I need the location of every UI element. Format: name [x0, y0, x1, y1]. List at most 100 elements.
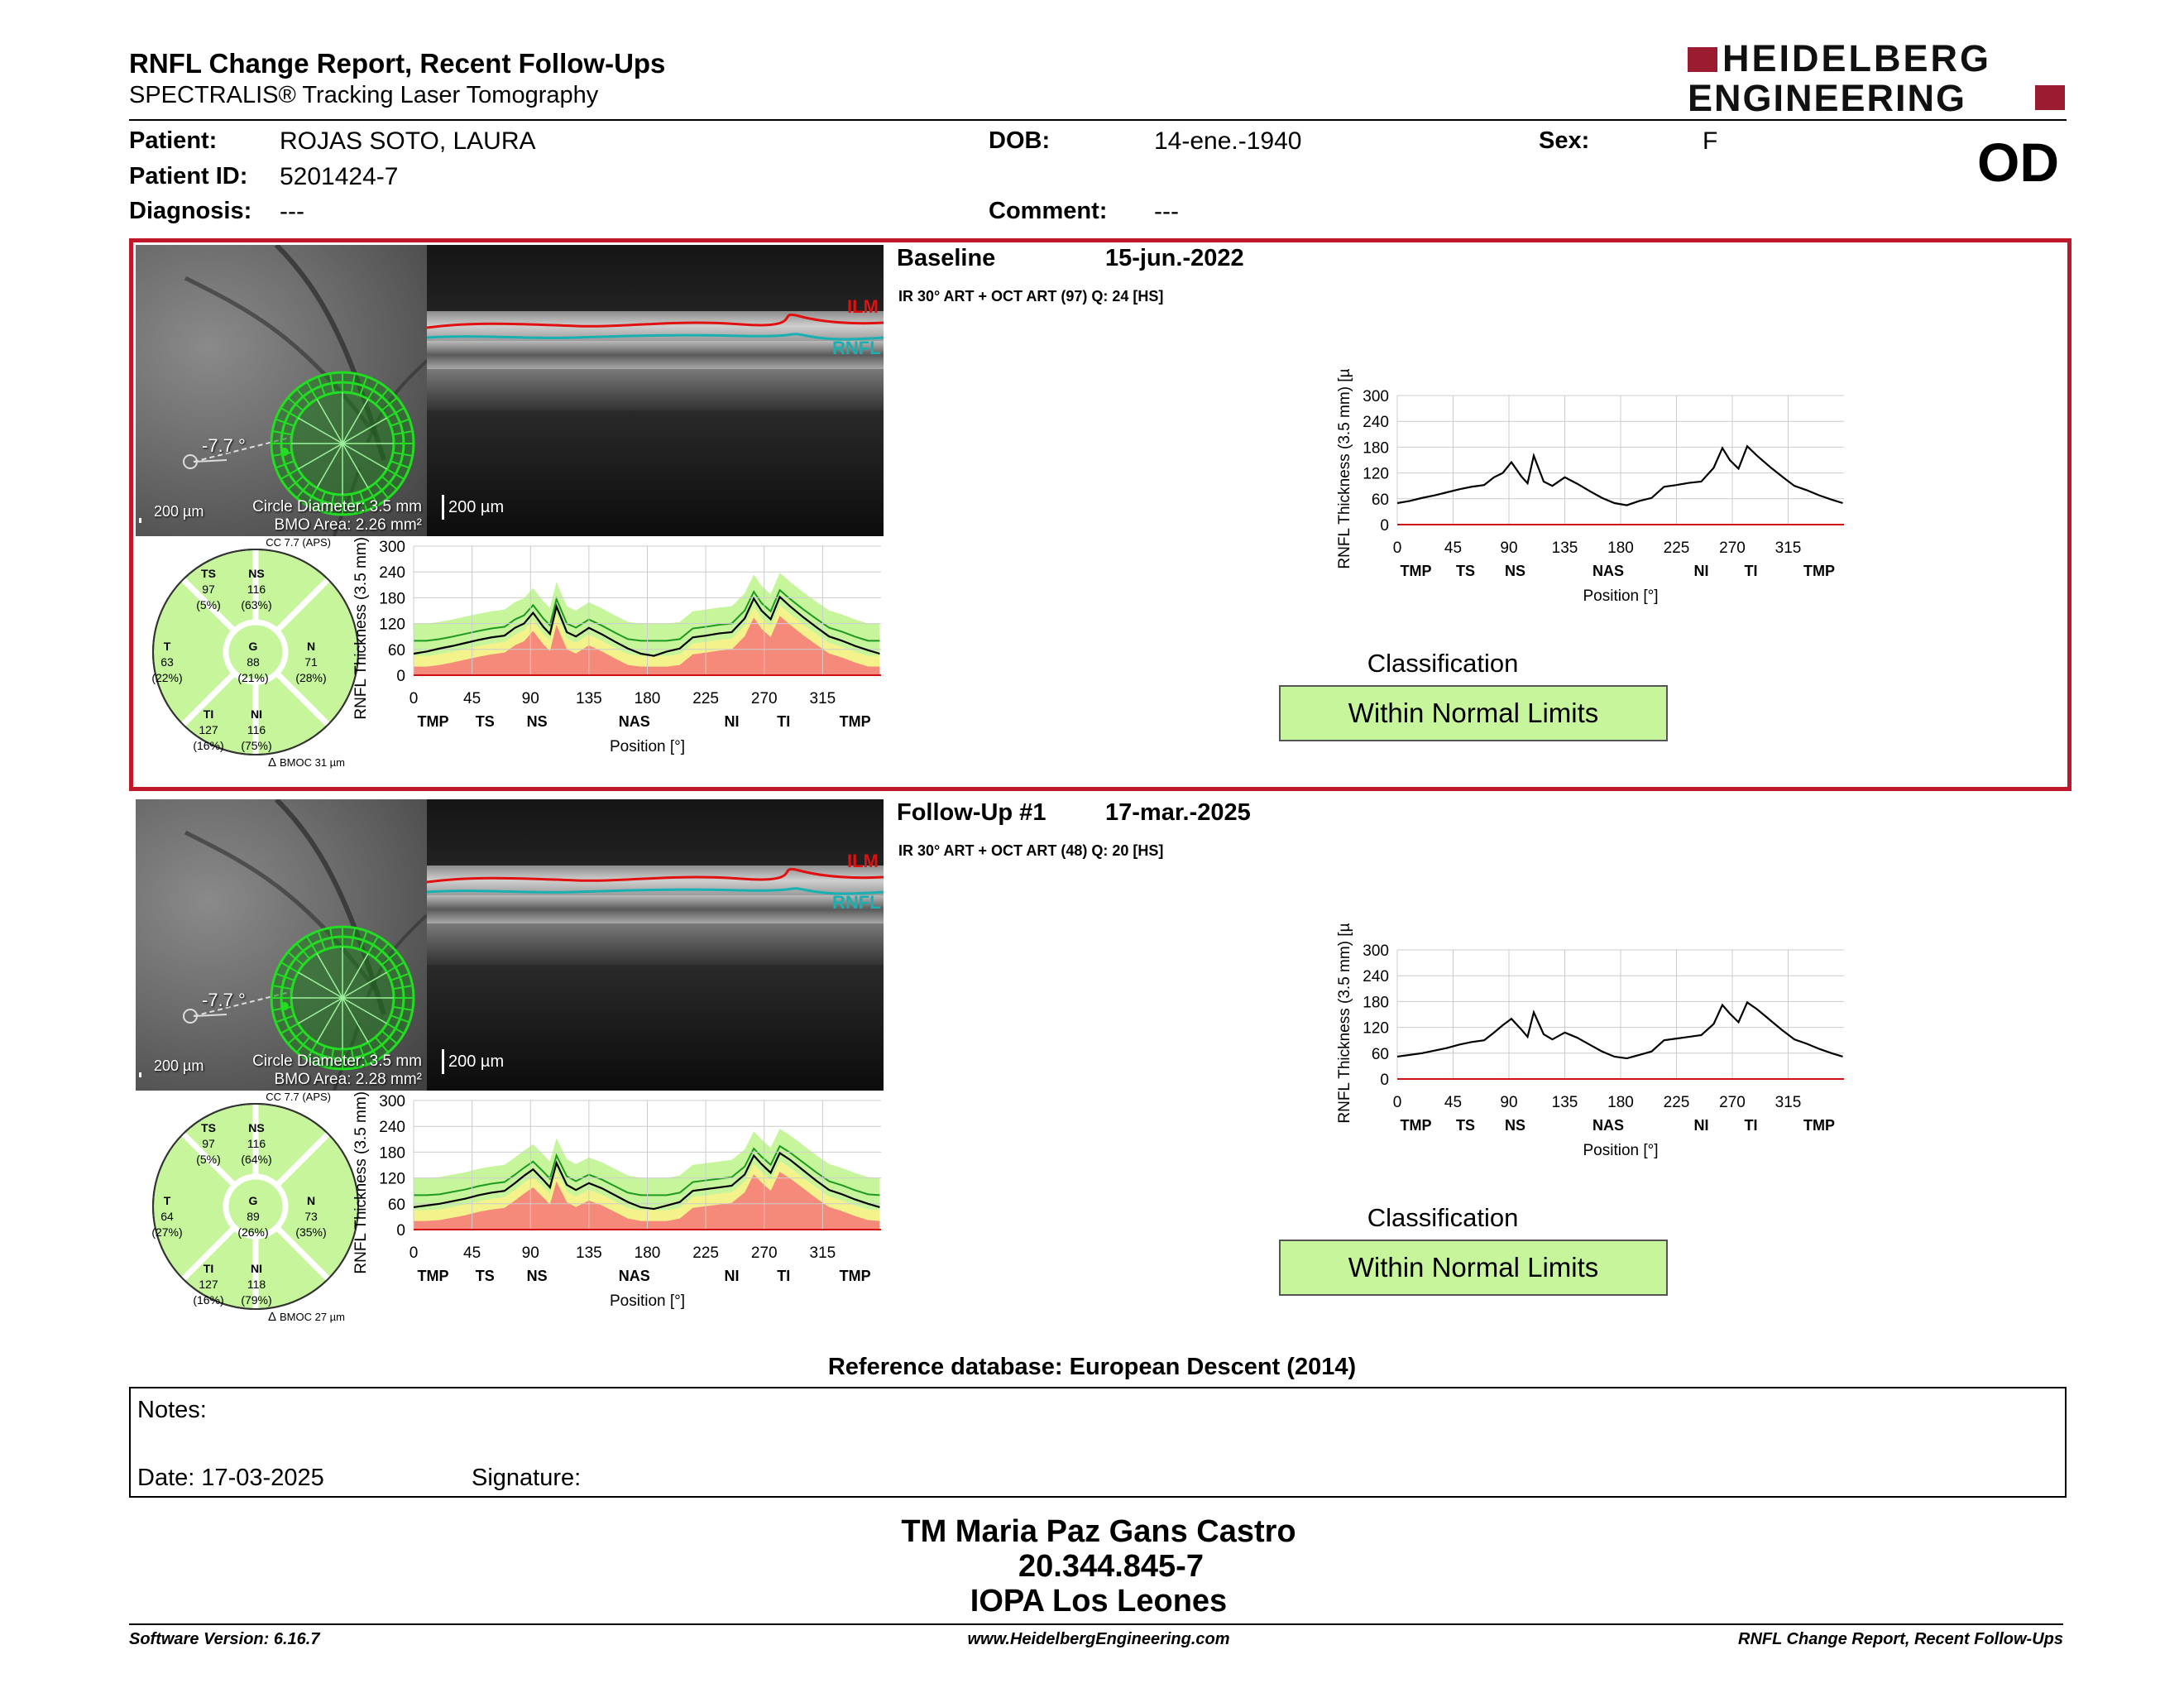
x-tick-label: 180 — [1607, 539, 1634, 557]
sector-divider — [274, 577, 331, 634]
region-label: TS — [1456, 563, 1475, 579]
sector-g-text: G — [249, 640, 258, 653]
sector-divider — [274, 670, 331, 727]
diagnosis-label: Diagnosis: — [129, 198, 252, 224]
fundus-scale: 200 µm — [154, 1057, 204, 1074]
region-label: NI — [1694, 1117, 1709, 1134]
scan-tick — [329, 1048, 335, 1068]
fundus-scale-bar — [139, 518, 141, 523]
scan-tick — [272, 430, 293, 436]
scan-tick — [306, 1042, 318, 1060]
region-label: TI — [1745, 563, 1758, 579]
sector-chart: TS 97 (5%) NS 116 (63%) T 63 (22%) G 88 (21%) N 71 (28… — [151, 536, 359, 770]
region-label: TI — [777, 1268, 790, 1284]
website-link[interactable]: www.HeidelbergEngineering.com — [967, 1630, 1230, 1648]
y-tick-label: 240 — [1363, 414, 1389, 431]
sector-n-text: N — [307, 640, 315, 653]
normative-mean-line — [414, 588, 880, 642]
scan-tick — [375, 942, 390, 960]
sector-divider — [274, 1131, 331, 1188]
region-label: TMP — [418, 713, 449, 730]
scan-tick — [390, 460, 410, 469]
scan-tick — [386, 468, 405, 480]
oct-segmentation — [427, 313, 884, 341]
y-tick-label: 0 — [396, 1222, 405, 1240]
fundus-image: -7.7 ° 200 µm Circle Diameter: 3.5 mm BM… — [136, 799, 427, 1091]
oct-scale: 200 µm — [448, 1053, 505, 1071]
ilm-label: ILM — [847, 851, 879, 871]
sector-n-text: (28%) — [295, 671, 326, 684]
y-tick-label: 120 — [379, 1171, 405, 1188]
x-tick-label: 45 — [1444, 539, 1462, 557]
dob-value: 14-ene.-1940 — [1154, 127, 1302, 155]
sector-center — [223, 1173, 289, 1240]
scan-radial — [316, 443, 343, 489]
x-tick-label: 0 — [410, 1244, 419, 1262]
notes-label: Notes: — [137, 1397, 207, 1423]
patient-id-value: 5201424-7 — [280, 163, 399, 190]
sector-t-text: (22%) — [151, 671, 182, 684]
x-axis-title: Position [°] — [1583, 1142, 1658, 1159]
scan-radial — [342, 398, 369, 444]
x-tick-label: 225 — [1664, 539, 1690, 557]
scan-tick — [381, 396, 398, 411]
y-tick-label: 180 — [379, 1144, 405, 1162]
sex-label: Sex: — [1539, 127, 1590, 154]
fundus-angle: -7.7 ° — [202, 435, 246, 456]
x-axis-title: Position [°] — [610, 738, 685, 755]
sector-ti-text: (16%) — [193, 739, 223, 752]
sector-ns-text: (64%) — [241, 1153, 271, 1166]
scan-tick — [295, 1036, 310, 1053]
ilm-label: ILM — [847, 296, 879, 317]
y-tick-label: 240 — [379, 1119, 405, 1136]
y-tick-label: 0 — [1380, 1072, 1389, 1089]
sector-ni-text: 118 — [247, 1278, 266, 1291]
sector-ni-text: NI — [251, 1262, 262, 1275]
scan-tick — [375, 482, 390, 499]
sector-ti-text: (16%) — [193, 1293, 223, 1307]
sector-g-text: (21%) — [237, 671, 268, 684]
stamp-institution: IOPA Los Leones — [970, 1584, 1228, 1618]
scan-tick — [386, 961, 405, 973]
region-label: TMP — [1803, 1117, 1835, 1134]
scan-radial — [297, 417, 343, 444]
cc-label: CC 7.7 (APS) — [266, 536, 331, 549]
sector-divider — [274, 1225, 331, 1282]
region-label: NAS — [1592, 1117, 1624, 1134]
sector-ti-text: 127 — [199, 723, 218, 736]
sector-ts-text: 97 — [202, 1137, 215, 1150]
rnfl-thickness-line — [1396, 1000, 1843, 1060]
scan-tick — [287, 396, 304, 411]
scan-tick — [367, 381, 379, 400]
scan-tick — [350, 373, 356, 394]
bmoc-delta-icon: Δ — [268, 755, 276, 770]
region-label: NAS — [619, 1268, 650, 1284]
scan-tick — [280, 1023, 299, 1034]
scan-tick — [367, 487, 379, 506]
scan-tick — [275, 1014, 295, 1024]
x-tick-label: 315 — [810, 690, 836, 707]
scan-tick — [367, 936, 379, 954]
sector-g-text: (26%) — [237, 1225, 268, 1239]
y-axis-title: RNFL Thickness (3.5 mm) [µm] — [1336, 369, 1353, 569]
scan-radial — [316, 997, 343, 1043]
scan-tick — [329, 373, 335, 394]
fundus-image: -7.7 ° 200 µm Circle Diameter: 3.5 mm BM… — [136, 245, 427, 536]
scan-tick — [392, 430, 413, 436]
sector-ti-text: 127 — [199, 1278, 218, 1291]
sector-ts-text: (5%) — [196, 598, 221, 611]
sector-divider — [180, 1225, 237, 1282]
dob-label: DOB: — [989, 127, 1051, 154]
sector-n-text: N — [307, 1194, 315, 1207]
stamp-id: 20.344.845-7 — [1018, 1549, 1204, 1584]
exam-date: 17-mar.-2025 — [1105, 799, 1251, 826]
stamp-block: TM Maria Paz Gans Castro 20.344.845-7 IO… — [0, 1514, 2184, 1618]
comment-value: --- — [1154, 198, 1179, 225]
x-tick-label: 180 — [635, 1244, 661, 1262]
scan-tick — [392, 985, 413, 990]
exam-follow-up-1: -7.7 ° 200 µm Circle Diameter: 3.5 mm BM… — [136, 799, 2055, 1337]
scan-radial — [297, 971, 343, 999]
